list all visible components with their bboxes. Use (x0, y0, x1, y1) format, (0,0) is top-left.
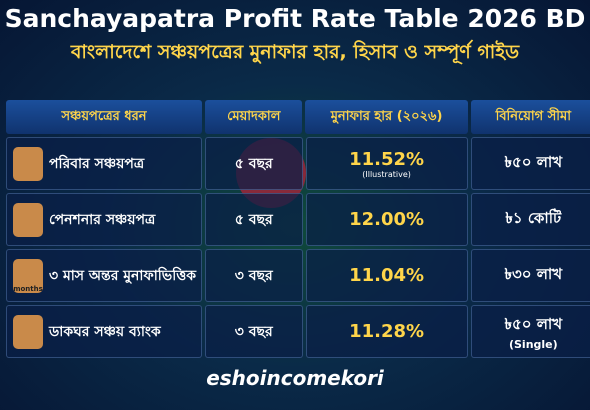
limit-note: (Single) (508, 337, 558, 351)
type-text: পরিবার সঞ্চয়পত্র (49, 155, 145, 172)
table-row: পেনশনার সঞ্চয়পত্র ৫ বছর 12.00% ৳১ কোটি (6, 193, 590, 246)
limit-text: ৳৫০ লাখ (504, 314, 563, 333)
term-cell: ৩ বছর (205, 249, 303, 302)
term-text: ৫ বছর (234, 211, 273, 228)
limit-cell: ৳৫০ লাখ (Single) (470, 305, 590, 358)
row-icon (13, 202, 43, 237)
column-header: বিনিয়োগ সীমা (470, 100, 590, 134)
rate-text: 12.00% (349, 209, 425, 230)
type-cell: ডাকঘর সঞ্চয় ব্যাংক (6, 305, 202, 358)
rate-text: 11.52% (349, 148, 425, 170)
term-cell: ৩ বছর (205, 305, 303, 358)
rate-text: 11.04% (349, 265, 425, 286)
title: Sanchayapatra Profit Rate Table 2026 BD (4, 4, 586, 33)
icon-label: months (13, 284, 43, 293)
rate-cell: 11.52% (Illustrative) (305, 137, 468, 190)
limit-text: ৳৩০ লাখ (504, 265, 563, 283)
rate-cell: 11.28% (305, 305, 468, 358)
column-header: মুনাফার হার (২০২৬) (305, 100, 468, 134)
column-header: সঞ্চয়পত্রের ধরন (6, 100, 202, 134)
brand: eshoincomekori (206, 366, 384, 390)
type-text: ডাকঘর সঞ্চয় ব্যাংক (49, 323, 161, 340)
type-cell: months ৩ মাস অন্তর মুনাফাভিত্তিক (6, 249, 202, 302)
limit-cell: ৳৫০ লাখ (470, 137, 590, 190)
type-text: ৩ মাস অন্তর মুনাফাভিত্তিক (49, 267, 197, 284)
limit-cell: ৳১ কোটি (470, 193, 590, 246)
limit-text: ৳৫০ লাখ (504, 153, 563, 171)
rate-text: 11.28% (349, 321, 425, 342)
type-text: পেনশনার সঞ্চয়পত্র (49, 211, 156, 228)
term-cell: ৫ বছর (205, 193, 303, 246)
table-row: months ৩ মাস অন্তর মুনাফাভিত্তিক ৩ বছর 11.0… (6, 249, 590, 302)
term-text: ৩ বছর (234, 323, 273, 340)
limit-text: ৳১ কোটি (505, 209, 562, 227)
row-icon (13, 314, 43, 349)
limit-cell: ৳৩০ লাখ (470, 249, 590, 302)
table-row: পরিবার সঞ্চয়পত্র ৫ বছর 11.52% (Illustrativ… (6, 137, 590, 190)
rate-cell: 11.04% (305, 249, 468, 302)
term-cell: ৫ বছর (205, 137, 303, 190)
row-icon: months (13, 258, 43, 293)
type-cell: পেনশনার সঞ্চয়পত্র (6, 193, 202, 246)
header-row: সঞ্চয়পত্রের ধরন মেয়াদকাল মুনাফার হার (২০… (6, 100, 590, 134)
row-icon (13, 146, 43, 181)
table: সঞ্চয়পত্রের ধরন মেয়াদকাল মুনাফার হার (২০… (6, 100, 590, 358)
term-text: ৫ বছর (234, 155, 273, 172)
table-row: ডাকঘর সঞ্চয় ব্যাংক ৩ বছর 11.28% ৳৫০ লাখ (Si… (6, 305, 590, 358)
subtitle: বাংলাদেশে সঞ্চয়পত্রের মুনাফার হার, হিসা… (70, 41, 520, 63)
rate-cell: 12.00% (305, 193, 468, 246)
type-cell: পরিবার সঞ্চয়পত্র (6, 137, 202, 190)
column-header: মেয়াদকাল (204, 100, 303, 134)
term-text: ৩ বছর (234, 267, 273, 284)
rate-note: (Illustrative) (362, 169, 411, 179)
